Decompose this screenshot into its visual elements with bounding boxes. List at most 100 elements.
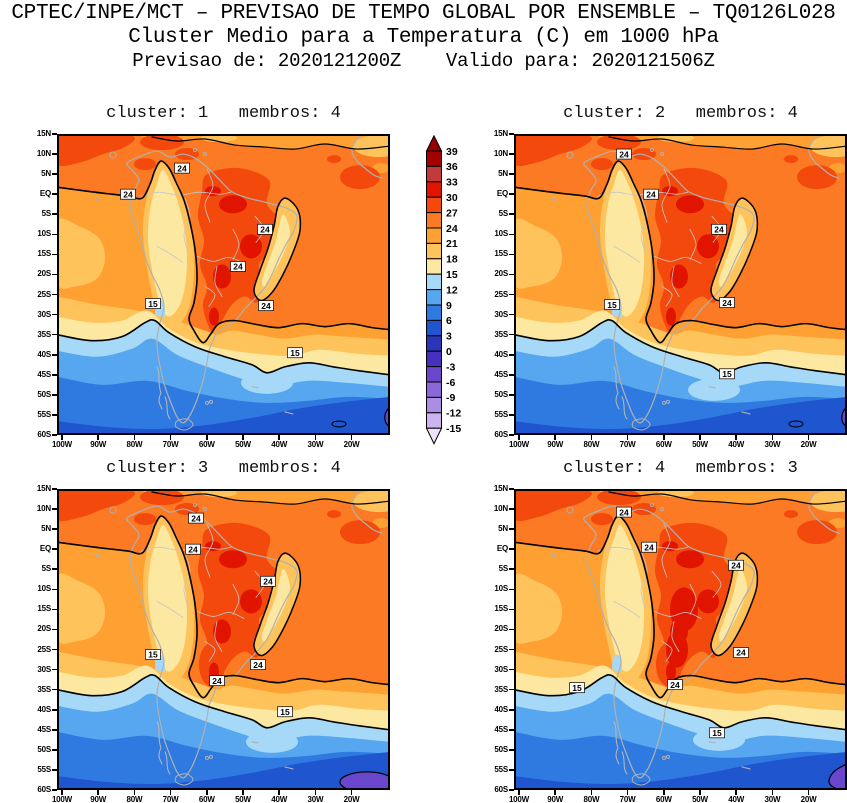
contour-label: 24 <box>719 297 735 308</box>
y-axis-label: 50S <box>494 744 508 754</box>
y-axis-tick <box>52 133 57 135</box>
y-axis-tick <box>52 233 57 236</box>
x-axis-label: 70W <box>162 440 179 449</box>
x-axis-tick <box>518 790 520 795</box>
y-axis-label: 30S <box>37 309 51 319</box>
y-axis-tick <box>52 333 57 336</box>
y-axis-tick <box>52 668 57 671</box>
y-axis-label: 15N <box>493 129 508 138</box>
map-cluster-1: 24 24 24 24 24 15 15 <box>57 134 390 435</box>
x-axis-tick <box>554 790 556 795</box>
y-axis-tick <box>509 668 514 671</box>
x-axis-label: 70W <box>619 795 636 803</box>
colorbar-label: 21 <box>446 238 458 250</box>
y-axis-tick <box>52 434 57 436</box>
map-cluster-3: 24 24 24 24 24 15 15 <box>57 489 390 790</box>
x-axis-label: 40W <box>728 795 745 803</box>
x-axis-label: 100W <box>508 795 530 803</box>
x-axis-tick <box>206 435 208 440</box>
panel-cluster-4: cluster: 4 membros: 3 24 24 24 24 24 15 15 15N… <box>494 459 847 803</box>
y-axis-tick <box>52 213 57 216</box>
y-axis-tick <box>52 313 57 316</box>
x-axis-label: 60W <box>198 795 215 803</box>
y-axis-label: EQ <box>39 544 51 554</box>
y-axis-tick <box>52 293 57 296</box>
header-title-line-3: Previsao de: 2020121200Z Valido para: 20… <box>132 50 715 72</box>
x-axis-label: 20W <box>800 440 817 449</box>
colorbar-label: 0 <box>446 346 452 358</box>
x-axis-label: 40W <box>728 440 745 449</box>
panel-cluster-1: cluster: 1 membros: 4 24 24 24 24 24 15 15 15N… <box>37 104 390 449</box>
x-axis-label: 50W <box>692 795 708 803</box>
colorbar-label: 30 <box>446 192 458 204</box>
contour-label: 24 <box>260 575 276 587</box>
x-axis-tick <box>699 790 701 795</box>
panel-title-cluster-2: cluster: 2 membros: 4 <box>563 104 798 123</box>
svg-text:24: 24 <box>177 163 187 173</box>
y-axis-label: 15S <box>37 249 51 259</box>
svg-text:24: 24 <box>191 513 201 523</box>
y-axis-label: 50S <box>37 389 51 399</box>
y-axis-tick <box>509 213 514 216</box>
colorbar-label: 27 <box>446 207 458 219</box>
x-axis-tick <box>735 790 737 795</box>
y-axis-tick <box>509 233 514 236</box>
contour-label: 24 <box>616 148 632 160</box>
y-axis-tick <box>52 273 57 276</box>
svg-text:15: 15 <box>572 683 582 693</box>
x-axis-label: 30W <box>307 795 324 803</box>
y-axis-label: 30S <box>494 309 508 319</box>
svg-text:15: 15 <box>280 707 290 717</box>
x-axis-tick <box>518 435 520 440</box>
y-axis-tick <box>509 688 514 691</box>
x-axis-label: 50W <box>235 440 251 449</box>
y-axis-tick <box>52 729 57 731</box>
y-axis-label: 10S <box>37 229 51 239</box>
y-axis-label: 20S <box>37 269 51 279</box>
y-axis-tick <box>52 789 57 791</box>
y-axis-label: 15N <box>493 484 508 493</box>
y-axis-tick <box>52 568 57 571</box>
x-axis-label: 80W <box>126 795 143 803</box>
x-axis-tick <box>133 790 136 795</box>
x-axis-label: 40W <box>271 440 288 449</box>
map-cluster-4: 24 24 24 24 24 15 15 <box>514 489 847 790</box>
svg-text:24: 24 <box>233 262 243 272</box>
y-axis-tick <box>509 568 514 571</box>
y-axis-tick <box>52 769 57 771</box>
y-axis-tick <box>52 708 57 711</box>
y-axis-label: 50S <box>494 389 508 399</box>
x-axis-tick <box>626 435 629 440</box>
x-axis-tick <box>807 790 810 795</box>
x-axis-tick <box>350 790 353 795</box>
y-axis-label: 60S <box>37 785 51 795</box>
svg-text:24: 24 <box>722 298 732 308</box>
y-axis-tick <box>509 374 514 376</box>
contour-label: 15 <box>145 649 161 660</box>
x-axis-tick <box>97 790 99 795</box>
x-axis-label: 100W <box>51 795 73 803</box>
colorbar-label: 39 <box>446 146 458 158</box>
y-axis-tick <box>52 528 57 530</box>
x-axis-label: 60W <box>655 440 672 449</box>
svg-text:24: 24 <box>644 542 654 552</box>
colorbar-label: 6 <box>446 315 452 327</box>
svg-text:24: 24 <box>261 301 271 311</box>
y-axis-tick <box>509 434 514 436</box>
svg-text:24: 24 <box>212 676 222 686</box>
y-axis-tick <box>509 133 514 135</box>
contour-label: 15 <box>709 727 725 739</box>
contour-label: 24 <box>209 675 225 687</box>
svg-text:24: 24 <box>619 507 629 517</box>
contour-label: 24 <box>616 506 632 518</box>
y-axis-tick <box>52 253 57 256</box>
y-axis-tick <box>52 508 57 510</box>
y-axis-tick <box>509 608 514 611</box>
svg-text:24: 24 <box>714 225 724 235</box>
y-axis-label: 40S <box>37 704 51 714</box>
y-axis-tick <box>52 588 57 591</box>
y-axis-tick <box>52 394 57 396</box>
y-axis-label: 25S <box>37 289 51 299</box>
colorbar-label: 9 <box>446 300 452 312</box>
